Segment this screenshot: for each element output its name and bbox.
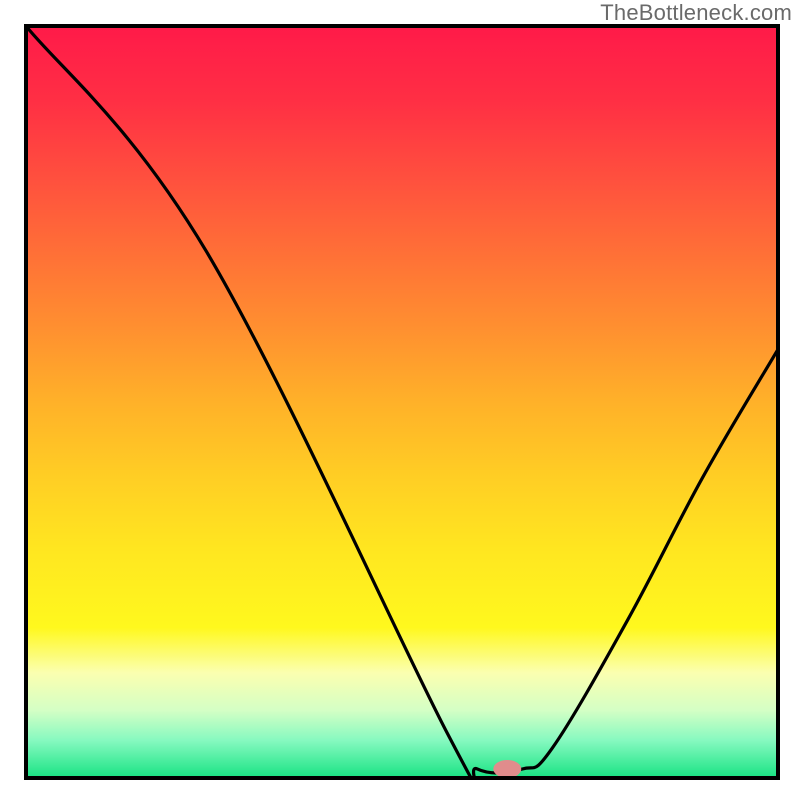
plot-gradient-background [26,26,778,778]
optimal-point-marker [493,760,521,778]
watermark-text: TheBottleneck.com [600,0,792,26]
bottleneck-chart [0,0,800,800]
